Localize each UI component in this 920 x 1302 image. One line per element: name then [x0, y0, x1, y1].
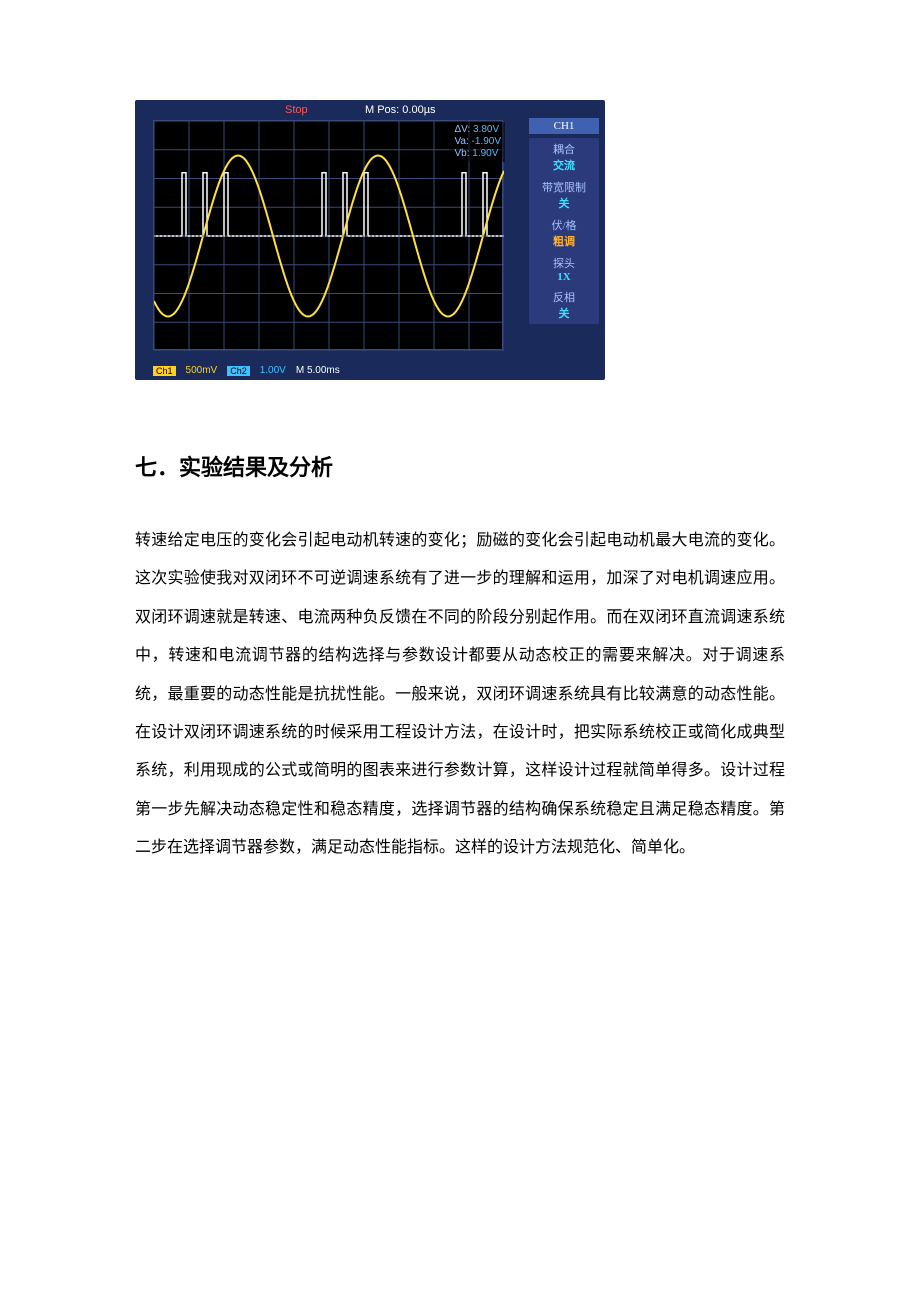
- timebase-value: M 5.00ms: [296, 365, 340, 376]
- menu-item: 探头1X: [529, 252, 599, 286]
- menu-header: CH1: [529, 118, 599, 134]
- scope-readout: ΔV: 3.80V Va: -1.90V Vb: 1.90V: [450, 122, 505, 162]
- body-paragraph: 转速给定电压的变化会引起电动机转速的变化；励磁的变化会引起电动机最大电流的变化。…: [135, 522, 785, 868]
- ch1-value: 500mV: [186, 365, 218, 376]
- scope-side-menu: CH1 耦合交流带宽限制关伏/格粗调探头1X反相关: [529, 118, 599, 324]
- scope-bottom-bar: Ch1 500mV Ch2 1.00V M 5.00ms: [153, 365, 503, 376]
- ch2-badge: Ch2: [227, 366, 250, 376]
- menu-item: 耦合交流: [529, 138, 599, 176]
- ch1-badge: Ch1: [153, 366, 176, 376]
- oscilloscope-photo: Stop M Pos: 0.00µs ΔV: 3.80V Va: -1.90V …: [135, 100, 605, 380]
- scope-mpos: M Pos: 0.00µs: [365, 104, 436, 116]
- ch2-value: 1.00V: [260, 365, 286, 376]
- menu-item: 带宽限制关: [529, 176, 599, 214]
- menu-item: 伏/格粗调: [529, 214, 599, 252]
- scope-status: Stop: [285, 104, 308, 116]
- scope-top-bar: Stop M Pos: 0.00µs: [135, 100, 605, 120]
- menu-item: 反相关: [529, 286, 599, 324]
- section-heading: 七．实验结果及分析: [135, 450, 785, 482]
